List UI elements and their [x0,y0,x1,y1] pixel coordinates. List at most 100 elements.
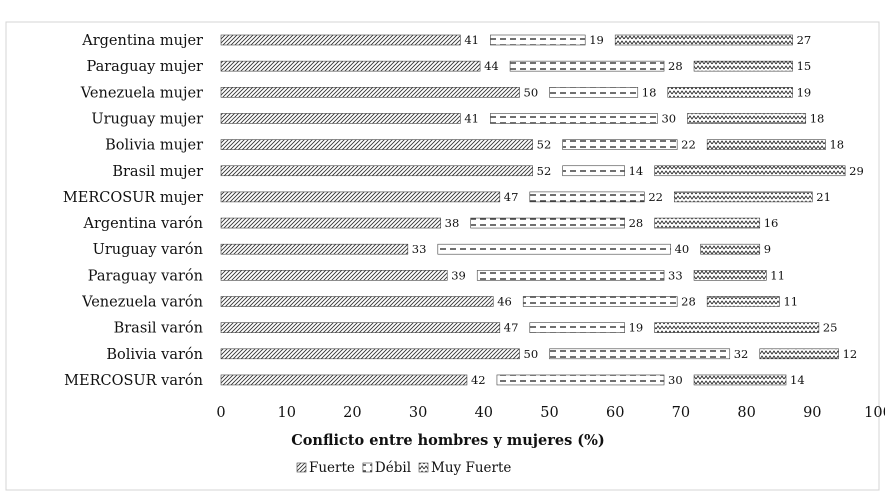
x-tick-label: 80 [737,405,755,421]
bar-debil [490,34,586,46]
bar-debil [490,113,658,124]
data-label-muy-fuerte: 11 [783,295,798,309]
data-label-debil: 28 [668,59,683,73]
bar-fuerte [220,139,533,150]
x-tick-label: 0 [216,405,225,421]
data-label-muy-fuerte: 15 [797,59,812,73]
data-label-debil: 14 [629,164,644,178]
bar-muy-fuerte [654,217,761,229]
bar-debil [562,139,678,150]
data-label-muy-fuerte: 18 [810,111,825,125]
category-label: Brasil varón [114,321,203,337]
data-label-fuerte: 47 [504,190,519,204]
bar-muy-fuerte [654,165,846,177]
bar-debil [549,87,639,98]
x-tick-label: 10 [277,405,295,421]
bar-debil [529,322,625,333]
bar-muy-fuerte [706,139,826,150]
bar-fuerte [220,348,520,360]
data-label-fuerte: 42 [471,373,486,387]
legend-item-fuerte: Fuerte [309,460,355,476]
data-label-fuerte: 44 [484,59,499,73]
data-label-fuerte: 46 [497,295,512,309]
data-label-debil: 22 [648,190,663,204]
category-label: Bolivia mujer [105,138,203,154]
data-label-debil: 30 [668,373,683,387]
bar-fuerte [220,87,520,98]
x-tick-label: 50 [540,405,558,421]
data-label-fuerte: 38 [445,216,460,230]
category-label: Paraguay varón [88,268,203,284]
data-label-muy-fuerte: 9 [764,242,771,256]
data-label-debil: 28 [681,295,696,309]
bar-fuerte [220,296,494,307]
bar-fuerte [220,60,481,72]
x-tick-label: 30 [409,405,427,421]
data-label-debil: 32 [734,347,749,361]
x-axis-title: Conflicto entre hombres y mujeres (%) [291,432,605,449]
category-label: Paraguay mujer [87,59,204,75]
bar-debil [522,296,678,307]
legend-item-muy-fuerte: Muy Fuerte [431,460,511,476]
data-label-muy-fuerte: 11 [770,268,785,282]
data-label-muy-fuerte: 29 [849,164,864,178]
data-label-muy-fuerte: 12 [843,347,858,361]
bar-muy-fuerte [759,348,839,360]
category-label: Venezuela varón [81,295,203,311]
data-label-fuerte: 41 [464,33,479,47]
bar-muy-fuerte [700,243,761,255]
data-label-debil: 30 [661,111,676,125]
data-label-debil: 40 [675,242,690,256]
legend-swatch-fuerte [296,462,307,473]
bar-debil [437,243,671,255]
data-label-muy-fuerte: 25 [823,321,838,335]
data-label-muy-fuerte: 14 [790,373,805,387]
bar-muy-fuerte [693,60,793,72]
x-tick-label: 70 [672,405,690,421]
x-tick-label: 40 [475,405,493,421]
bars-layer: Argentina mujer 41 19 27 Paraguay mujer 44 28 1… [63,33,864,389]
data-label-fuerte: 47 [504,321,519,335]
data-label-debil: 28 [629,216,644,230]
legend-swatch-debil [362,462,373,473]
bar-fuerte [220,165,533,177]
bar-debil [496,374,665,386]
category-label: Argentina mujer [81,33,203,49]
bar-debil [529,191,645,203]
legend-item-debil: Débil [375,460,411,476]
data-label-debil: 33 [668,268,683,282]
category-label: Venezuela mujer [80,85,203,101]
bar-muy-fuerte [667,87,793,98]
category-label: MERCOSUR varón [64,373,203,389]
category-label: Argentina varón [83,216,204,232]
x-tick-label: 20 [343,405,361,421]
bar-muy-fuerte [693,374,787,386]
category-label: Uruguay mujer [91,111,203,127]
bar-debil [549,348,731,360]
bar-muy-fuerte [614,34,793,46]
bar-fuerte [220,217,441,229]
bar-muy-fuerte [687,113,807,124]
data-label-debil: 18 [642,85,657,99]
bar-fuerte [220,191,501,203]
data-label-muy-fuerte: 18 [829,138,844,152]
data-label-fuerte: 33 [412,242,427,256]
bar-muy-fuerte [706,296,780,307]
data-label-fuerte: 52 [537,138,552,152]
bar-debil [509,60,665,72]
bar-muy-fuerte [693,270,767,281]
data-label-muy-fuerte: 21 [816,190,831,204]
bar-fuerte [220,374,468,386]
category-label: Uruguay varón [93,242,203,258]
bar-muy-fuerte [654,322,820,333]
data-label-fuerte: 39 [451,268,466,282]
data-label-muy-fuerte: 16 [764,216,779,230]
data-label-debil: 22 [681,138,696,152]
bar-debil [470,217,625,229]
x-tick-label: 100 [864,405,885,421]
category-label: Bolivia varón [106,347,203,363]
bar-fuerte [220,322,501,333]
x-tick-label: 60 [606,405,624,421]
